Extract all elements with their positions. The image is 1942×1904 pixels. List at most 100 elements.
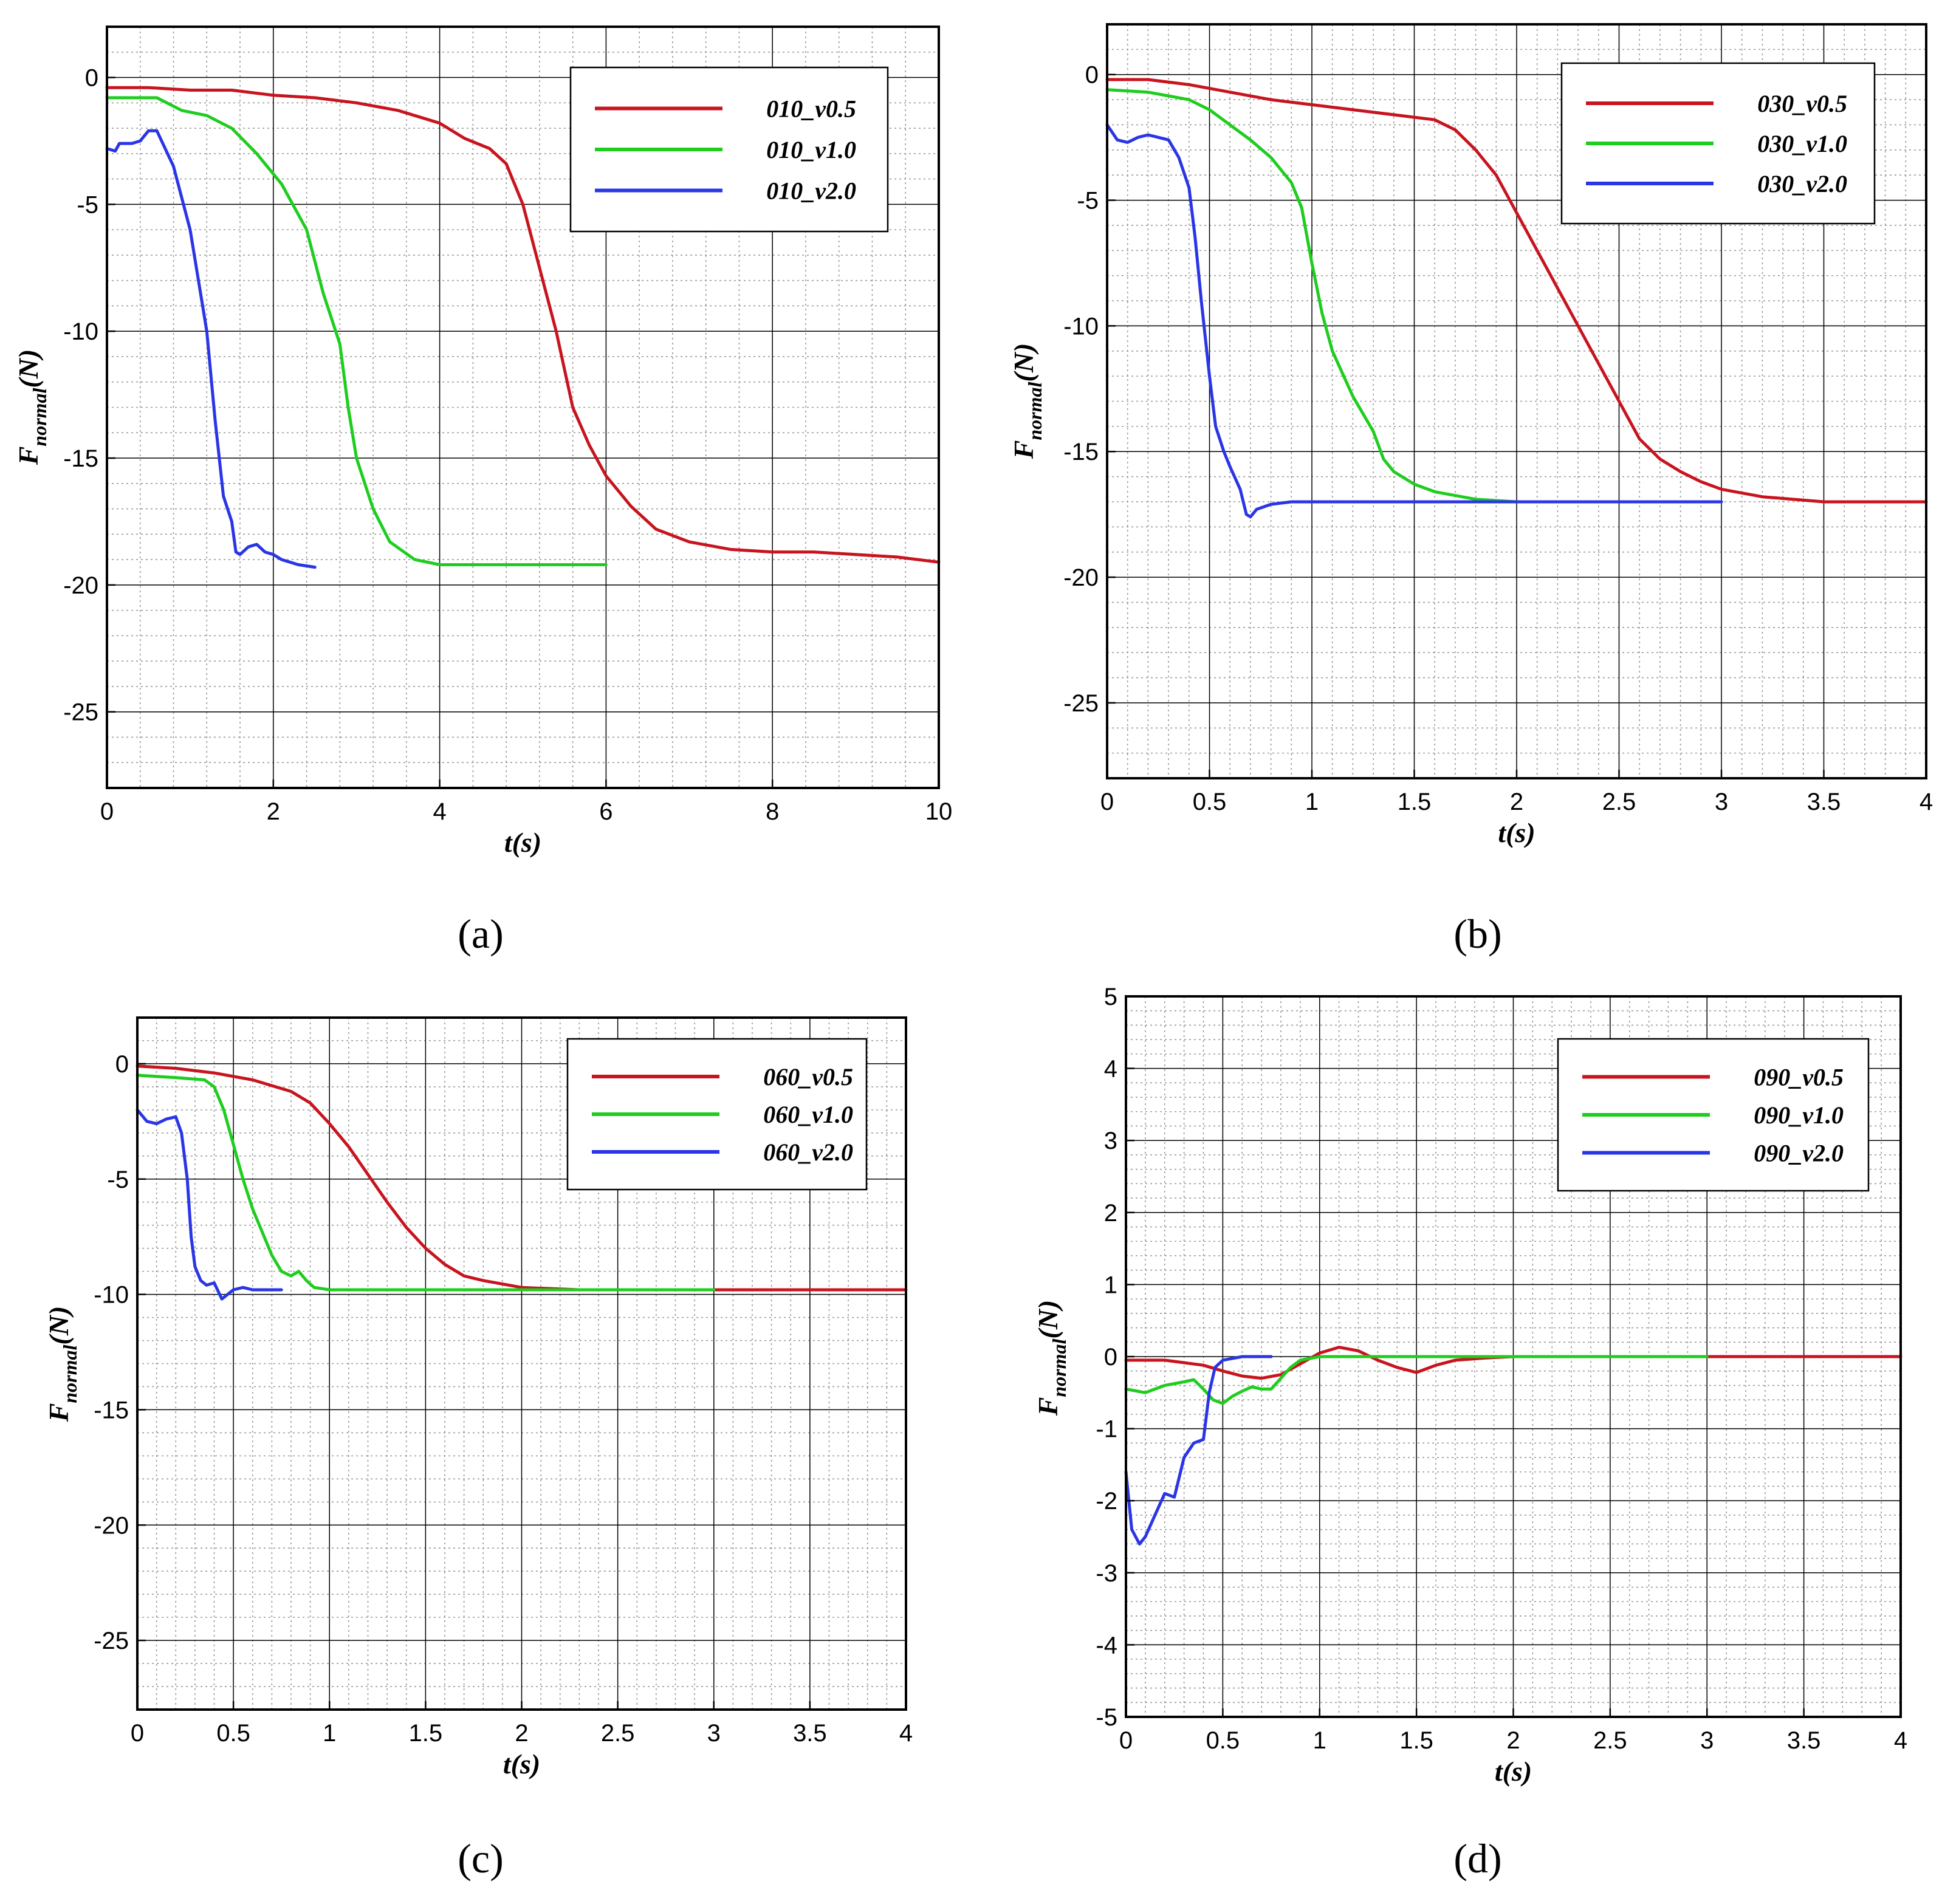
x-tick-label: 3 [707,1720,721,1747]
x-tick-label: 3 [1715,789,1728,815]
series-line-010_v2.0 [105,129,317,569]
x-tick-label: 0 [1100,789,1114,815]
y-tick-label: -1 [1096,1416,1117,1443]
x-tick-label: 2.5 [601,1720,635,1747]
y-tick-label: -20 [63,572,98,599]
y-tick-label: -10 [63,318,98,345]
x-tick-label: 2 [1510,789,1523,815]
legend-label-060_v2.0: 060_v2.0 [763,1139,853,1166]
x-tick-label: 0.5 [1193,789,1227,815]
x-axis-title: t(s) [1495,1756,1532,1787]
legend: 060_v0.5 060_v1.0 060_v2.0 [566,1038,868,1191]
x-tick-label: 1.5 [1399,1727,1433,1754]
series-group [1105,78,1928,519]
y-tick-label: -2 [1096,1488,1117,1515]
x-tick-label: 3 [1700,1727,1714,1754]
series-group [105,86,941,569]
x-tick-label: 10 [925,798,953,825]
y-axis-title: Fnormal(N) [13,349,50,466]
legend-label-060_v0.5: 060_v0.5 [763,1063,853,1091]
y-tick-label: 0 [115,1051,129,1078]
x-tick-label: 2.5 [1602,789,1636,815]
y-axis-title: Fnormal(N) [43,1306,81,1423]
series-line-010_v0.5 [105,86,941,564]
series-line-030_v2.0 [1105,123,1723,519]
y-tick-label: -25 [94,1628,129,1654]
y-tick-label: 0 [1085,62,1099,89]
panel-caption: (b) [1453,911,1501,957]
x-axis-title: t(s) [504,827,541,858]
y-tick-label: -20 [1063,564,1099,591]
legend-label-030_v1.0: 030_v1.0 [1757,130,1847,157]
x-tick-label: 8 [766,798,779,825]
y-tick-label: -5 [77,191,98,218]
x-tick-label: 1.5 [409,1720,443,1747]
legend: 010_v0.5 010_v1.0 010_v2.0 [569,66,889,233]
y-axis-title: Fnormal(N) [1008,343,1046,460]
x-tick-label: 0.5 [216,1720,250,1747]
y-tick-label: -4 [1096,1632,1117,1659]
x-tick-label: 4 [433,798,446,825]
panel-caption: (c) [458,1835,503,1882]
chart-panel-c: 0 0.5 1 1.5 2 2.5 3 3.5 4 0 -5 -10 -15 -20 -25 t(s) Fnor… [43,1016,913,1882]
x-tick-label: 3.5 [793,1720,827,1747]
series-group [1124,1346,1903,1546]
y-tick-label: 0 [85,65,98,92]
x-tick-label: 0 [1119,1727,1133,1754]
x-tick-label: 0 [100,798,114,825]
x-axis-title: t(s) [1498,817,1535,848]
x-tick-label: 0 [131,1720,144,1747]
series-line-060_v2.0 [136,1108,283,1301]
legend-label-090_v2.0: 090_v2.0 [1754,1140,1844,1167]
legend-label-090_v0.5: 090_v0.5 [1754,1064,1844,1091]
legend-label-010_v2.0: 010_v2.0 [766,177,856,205]
y-tick-label: 3 [1104,1128,1117,1154]
y-tick-label: -10 [94,1282,129,1309]
x-tick-label: 2.5 [1593,1727,1627,1754]
series-line-030_v1.0 [1105,88,1723,504]
chart-panel-b: 0 0.5 1 1.5 2 2.5 3 3.5 4 0 -5 -10 -15 -20 -25 t(s) Fnor… [1008,23,1933,957]
y-tick-label: -25 [1063,690,1099,717]
x-tick-label: 1 [1305,789,1319,815]
series-line-090_v0.5 [1124,1346,1903,1380]
y-tick-label: -3 [1096,1560,1117,1587]
legend-label-010_v1.0: 010_v1.0 [766,136,856,163]
y-tick-label: -15 [1063,439,1099,465]
x-tick-label: 1.5 [1398,789,1432,815]
legend: 090_v0.5 090_v1.0 090_v2.0 [1557,1038,1870,1192]
x-tick-label: 4 [899,1720,913,1747]
panel-caption: (a) [458,911,503,957]
y-tick-label: 0 [1104,1344,1117,1371]
panel-caption: (d) [1453,1835,1501,1882]
y-tick-label: 1 [1104,1272,1117,1298]
x-tick-label: 2 [267,798,280,825]
y-tick-label: -10 [1063,313,1099,340]
legend-label-060_v1.0: 060_v1.0 [763,1101,853,1128]
chart-panel-d: 0 0.5 1 1.5 2 2.5 3 3.5 4 5 4 3 2 1 0 -1 -2 -3 -4 -5 t(s) Fno… [1032,984,1907,1882]
x-tick-label: 1 [323,1720,336,1747]
series-line-030_v0.5 [1105,78,1928,504]
series-group [136,1064,908,1301]
x-tick-label: 2 [515,1720,528,1747]
y-tick-label: 4 [1104,1056,1117,1083]
series-line-010_v1.0 [105,96,608,566]
x-tick-label: 4 [1920,789,1933,815]
y-tick-label: 2 [1104,1200,1117,1227]
series-line-090_v1.0 [1124,1355,1709,1405]
y-tick-label: -5 [1096,1704,1117,1731]
x-tick-label: 4 [1894,1727,1907,1754]
chart-panel-a: 0 2 4 6 8 10 0 -5 -10 -15 -20 -25 t(s) Fnormal(N) 010_… [13,26,953,957]
legend-label-090_v1.0: 090_v1.0 [1754,1101,1844,1129]
series-line-090_v2.0 [1124,1355,1273,1546]
legend-label-030_v0.5: 030_v0.5 [1757,90,1847,117]
x-tick-label: 0.5 [1206,1727,1240,1754]
series-line-060_v1.0 [136,1074,716,1292]
x-tick-label: 6 [599,798,612,825]
x-tick-label: 3.5 [1787,1727,1821,1754]
y-tick-label: -5 [1077,188,1099,214]
y-tick-label: -20 [94,1512,129,1539]
y-tick-label: -15 [63,445,98,472]
x-tick-label: 3.5 [1807,789,1841,815]
plot-frame [106,26,940,789]
